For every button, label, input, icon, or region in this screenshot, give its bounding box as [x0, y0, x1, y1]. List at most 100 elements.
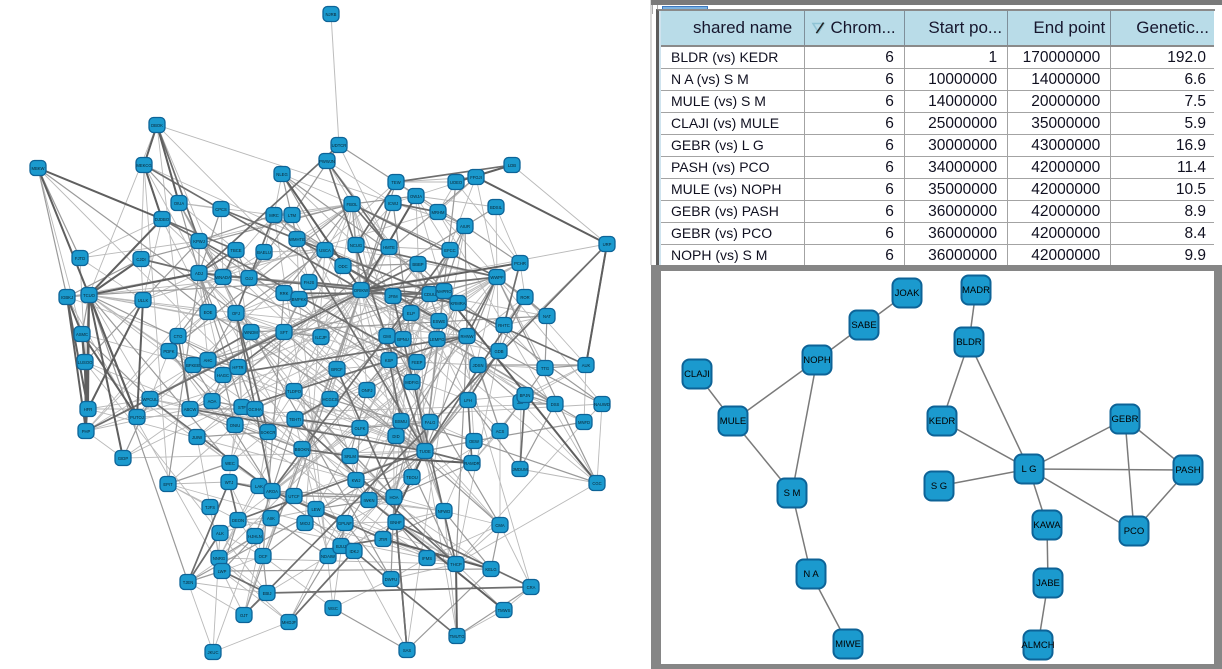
svg-text:GEBR: GEBR — [1112, 414, 1139, 425]
svg-text:BPJN: BPJN — [520, 393, 531, 398]
svg-text:NNRG: NNRG — [213, 556, 225, 561]
svg-text:TUOE: TUOE — [419, 449, 431, 454]
svg-text:FFGJI: FFGJI — [470, 175, 482, 180]
svg-text:CMA: CMA — [495, 523, 505, 528]
svg-text:GMI: GMI — [383, 334, 391, 339]
svg-text:WEC: WEC — [225, 461, 235, 466]
svg-text:DJDBO: DJDBO — [155, 217, 170, 222]
svg-text:ONIU: ONIU — [230, 423, 240, 428]
svg-text:TCUO: TCUO — [83, 293, 96, 298]
svg-text:RRK: RRK — [280, 291, 289, 296]
svg-text:SRLM: SRLM — [344, 454, 356, 459]
svg-text:NFWD: NFWD — [438, 509, 451, 514]
svg-text:TBCE: TBCE — [230, 248, 241, 253]
svg-text:BPNU: BPNU — [397, 337, 409, 342]
svg-text:JTIR: JTIR — [379, 537, 388, 542]
svg-text:PCHR: PCHR — [514, 261, 526, 266]
svg-text:WNDM: WNDM — [244, 330, 258, 335]
svg-text:AHC: AHC — [204, 358, 213, 363]
svg-text:PWWJN: PWWJN — [319, 159, 335, 164]
svg-text:JOAK: JOAK — [895, 288, 920, 299]
svg-text:PCO: PCO — [1124, 526, 1145, 537]
svg-text:LEW: LEW — [311, 507, 320, 512]
svg-text:AOA: AOA — [208, 399, 217, 404]
svg-text:DSS: DSS — [551, 402, 560, 407]
svg-text:GPLNF: GPLNF — [338, 521, 352, 526]
svg-text:AIIK: AIIK — [267, 516, 275, 521]
svg-text:N A: N A — [803, 569, 819, 580]
svg-text:PASH: PASH — [1175, 465, 1200, 476]
svg-text:MIWE: MIWE — [835, 639, 861, 650]
svg-text:BAELU: BAELU — [257, 250, 271, 255]
svg-text:HAGC: HAGC — [217, 373, 229, 378]
svg-text:DEON: DEON — [232, 518, 244, 523]
svg-text:NLEG: NLEG — [276, 172, 287, 177]
svg-text:NCUG: NCUG — [350, 243, 362, 248]
svg-text:UTCF: UTCF — [288, 494, 300, 499]
svg-text:FEEP: FEEP — [412, 360, 423, 365]
svg-text:CDUU: CDUU — [424, 292, 436, 297]
svg-text:IFMS: IFMS — [422, 556, 432, 561]
svg-text:NHPRO: NHPRO — [436, 289, 452, 294]
svg-text:OWJA: OWJA — [410, 194, 422, 199]
svg-text:TEHTI: TEHTI — [289, 417, 301, 422]
svg-text:ODC: ODC — [338, 264, 347, 269]
svg-text:KSP: KSP — [385, 358, 394, 363]
svg-text:WSC: WSC — [328, 606, 338, 611]
svg-text:PDFK: PDFK — [163, 349, 174, 354]
svg-text:FBOL: FBOL — [347, 202, 359, 207]
svg-text:NAT: NAT — [543, 314, 552, 319]
svg-text:JUIW: JUIW — [192, 435, 202, 440]
svg-text:MEKCG: MEKCG — [136, 163, 151, 168]
svg-text:JABE: JABE — [1036, 578, 1060, 589]
svg-text:SABE: SABE — [851, 320, 876, 331]
svg-text:AUK: AUK — [582, 363, 591, 368]
svg-text:HFR: HFR — [84, 407, 93, 412]
svg-text:JKUC: JKUC — [208, 650, 219, 655]
svg-text:S M: S M — [784, 488, 801, 499]
svg-text:KELG: KELG — [485, 567, 496, 572]
svg-text:JDSN: JDSN — [473, 363, 484, 368]
svg-text:WPCUL: WPCUL — [142, 397, 158, 402]
svg-text:FHJS: FHJS — [304, 280, 315, 285]
svg-text:BLDR: BLDR — [956, 337, 981, 348]
svg-text:BSMU: BSMU — [395, 419, 407, 424]
svg-text:MULE: MULE — [720, 416, 746, 427]
svg-text:KWJ: KWJ — [352, 478, 361, 483]
svg-text:WWPF: WWPF — [490, 275, 504, 280]
svg-text:UDTCR: UDTCR — [332, 143, 347, 148]
svg-text:ELP: ELP — [407, 311, 415, 316]
svg-text:LFH: LFH — [464, 398, 472, 403]
svg-text:NJRB: NJRB — [326, 12, 337, 17]
svg-text:TJEN: TJEN — [183, 580, 193, 585]
svg-text:EOE: EOE — [204, 310, 213, 315]
svg-text:USCA: USCA — [319, 248, 331, 253]
svg-text:MADR: MADR — [962, 285, 990, 296]
svg-text:LAK: LAK — [255, 484, 263, 489]
svg-text:MRC: MRC — [269, 213, 279, 218]
svg-text:OJJ: OJJ — [245, 276, 252, 281]
svg-text:LWP: LWP — [218, 569, 227, 574]
svg-text:WMHTE: WMHTE — [289, 237, 305, 242]
svg-text:DID: DID — [392, 434, 399, 439]
svg-text:EBIJ: EBIJ — [263, 591, 272, 596]
svg-text:ORIKW: ORIKW — [354, 288, 368, 293]
svg-text:MNFD: MNFD — [578, 420, 590, 425]
svg-text:BJUJ: BJUJ — [336, 544, 346, 549]
svg-text:FALG: FALG — [425, 420, 436, 425]
svg-text:KEDR: KEDR — [929, 416, 956, 427]
svg-text:CTO: CTO — [174, 334, 184, 339]
svg-text:ASMC: ASMC — [76, 332, 88, 337]
svg-text:ILCJP: ILCJP — [315, 335, 327, 340]
svg-text:HCGCS: HCGCS — [322, 397, 337, 402]
svg-text:TLDPO: TLDPO — [287, 389, 302, 394]
svg-text:SFT: SFT — [280, 330, 288, 335]
svg-text:BBOKN: BBOKN — [295, 447, 310, 452]
svg-text:NAUWD: NAUWD — [594, 402, 610, 407]
svg-text:WTJ: WTJ — [225, 480, 234, 485]
svg-text:DBOK: DBOK — [151, 123, 163, 128]
svg-text:RAMDR: RAMDR — [464, 461, 479, 466]
svg-text:ROR: ROR — [520, 295, 529, 300]
svg-text:HJHLN: HJHLN — [248, 534, 262, 539]
svg-text:HOA: HOA — [389, 495, 398, 500]
